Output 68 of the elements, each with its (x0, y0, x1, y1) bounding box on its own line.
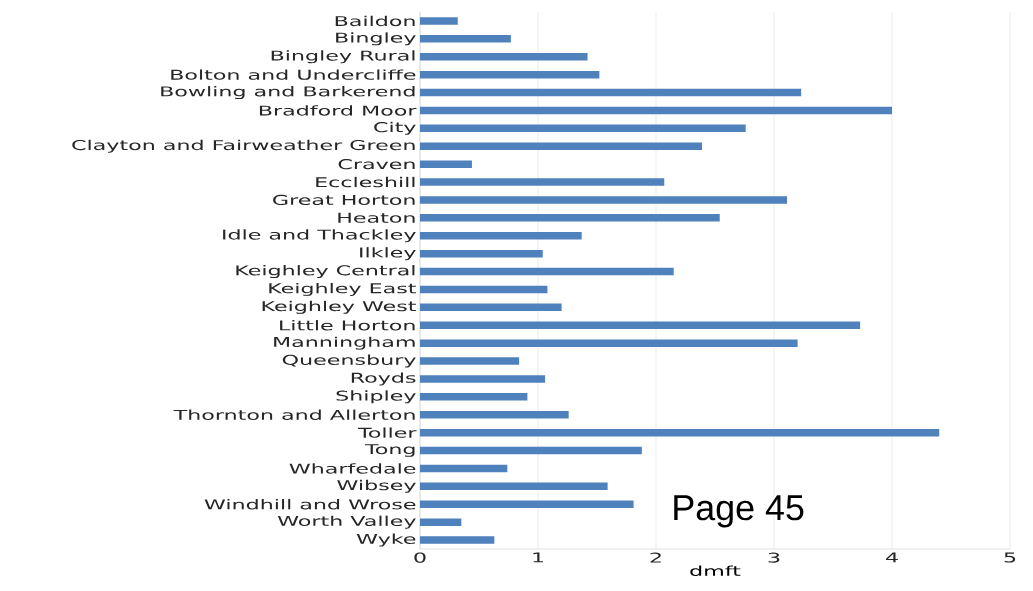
y-tick-label: Windhill and Wrose (204, 499, 416, 510)
y-tick-label: Shipley (336, 390, 416, 404)
x-tick-label: 4 (886, 552, 898, 563)
y-tick-label: Baildon (335, 15, 415, 27)
bar (420, 464, 508, 473)
bar (420, 249, 543, 258)
bar (420, 142, 703, 150)
y-tick-label: Bowling and Barkerend (161, 86, 415, 100)
y-tick-label: Bradford Moor (259, 105, 417, 116)
bar (420, 285, 548, 294)
bar (420, 70, 600, 79)
bar (420, 428, 940, 437)
x-tick-label: 3 (768, 552, 780, 563)
x-tick-label: 1 (533, 552, 543, 563)
bar (420, 321, 861, 329)
y-tick-label: Bingley Rural (271, 50, 415, 64)
bar (420, 500, 634, 509)
x-tick-label: 5 (1004, 552, 1016, 563)
y-tick-label: Royds (351, 372, 416, 386)
y-tick-label: Heaton (338, 212, 415, 223)
bar (420, 178, 665, 186)
y-tick-label: Keighley West (262, 300, 416, 314)
bar (420, 518, 462, 526)
bar (420, 536, 495, 544)
bar (420, 393, 528, 401)
bar (420, 106, 892, 115)
annotation: Page 45 (674, 495, 804, 528)
y-tick-label: Bolton and Undercliffe (171, 69, 416, 80)
bar (420, 17, 458, 25)
y-tick-label: Wharfedale (289, 463, 416, 474)
y-tick-label: Worth Valley (277, 515, 416, 529)
y-tick-label: City (374, 121, 416, 135)
bar (420, 160, 472, 168)
bar (420, 303, 562, 312)
y-tick-label: Keighley East (269, 282, 416, 296)
bar (420, 53, 588, 61)
bar (420, 267, 674, 276)
bar (420, 88, 802, 97)
y-tick-label: Wyke (356, 533, 416, 547)
y-tick-label: Ilkley (360, 247, 416, 261)
bar (420, 339, 798, 347)
y-tick-label: Queensbury (282, 354, 416, 368)
y-tick-label: Eccleshill (316, 176, 415, 188)
y-tick-label: Great Horton (273, 194, 415, 206)
x-tick-label: 2 (650, 552, 661, 563)
y-tick-label: Bingley (336, 32, 416, 46)
bar (420, 357, 520, 365)
y-tick-label: Little Horton (280, 320, 415, 331)
bar (420, 411, 569, 419)
bar (420, 124, 746, 133)
y-tick-label: Tong (364, 444, 415, 457)
y-tick-label: Toller (357, 427, 417, 438)
y-tick-label: Thornton and Allerton (173, 409, 415, 420)
y-tick-label: Keighley Central (236, 265, 415, 279)
y-tick-label: Manningham (274, 336, 415, 350)
bar (420, 375, 546, 383)
x-tick-label: 0 (414, 552, 426, 563)
y-tick-label: Wibsey (337, 479, 416, 493)
bar (420, 232, 582, 240)
bar (420, 214, 720, 222)
y-tick-label: Craven (338, 159, 415, 170)
y-tick-label: Clayton and Fairweather Green (72, 139, 415, 153)
bar (420, 196, 787, 204)
bar (420, 482, 608, 491)
x-axis-title: dmft (690, 565, 741, 576)
bar (420, 446, 642, 455)
y-tick-label: Idle and Thackley (223, 229, 416, 243)
bar (420, 35, 511, 43)
